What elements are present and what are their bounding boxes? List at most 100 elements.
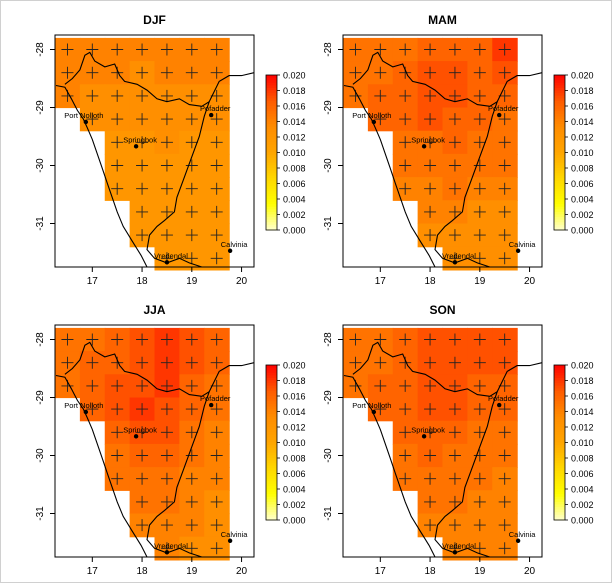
grid-point-marker: [185, 252, 198, 265]
grid-point-marker: [424, 43, 437, 56]
colorbar-segment: [554, 85, 565, 89]
colorbar-segment: [554, 514, 565, 519]
grid-point-marker: [136, 403, 149, 416]
colorbar-segment: [266, 396, 277, 400]
colorbar-segment: [554, 372, 565, 376]
y-tick-label: -29: [35, 100, 46, 115]
colorbar: 0.020 0.018 0.016 0.014 0.012 0.010 0.008 0.006…: [553, 361, 594, 526]
grid-point-marker: [399, 379, 412, 392]
grid-point-marker: [498, 356, 511, 369]
grid-point-marker: [111, 449, 124, 462]
town-label: Pofadder: [200, 394, 231, 403]
grid-point-marker: [86, 66, 99, 79]
grid-point-marker: [498, 426, 511, 439]
grid-point-marker: [160, 472, 173, 485]
colorbar-segment: [554, 489, 565, 493]
colorbar-segment: [554, 170, 565, 174]
colorbar-segment: [266, 162, 277, 167]
y-tick-label: -29: [35, 390, 46, 405]
colorbar-segment: [266, 439, 277, 444]
y-tick-label: -28: [323, 42, 334, 57]
colorbar-segment: [554, 421, 565, 426]
colorbar-segment: [266, 473, 277, 477]
map-panel-mam: MAM Port Nolloth Springbok Pofadder Vredenda…: [323, 13, 594, 287]
coastline: [55, 84, 148, 268]
grid-point-marker: [136, 519, 149, 532]
grid-point-marker: [61, 43, 74, 56]
colorbar-segment: [554, 445, 565, 449]
grid-point-marker: [399, 136, 412, 149]
grid-point-marker: [473, 356, 486, 369]
grid-point-marker: [136, 159, 149, 172]
colorbar-label: 0.012: [283, 423, 306, 433]
colorbar-segment: [554, 206, 565, 210]
colorbar-segment: [554, 144, 565, 148]
colorbar-label: 0.010: [571, 148, 594, 158]
colorbar-segment: [554, 439, 565, 444]
colorbar-segment: [554, 121, 565, 125]
colorbar-segment: [554, 82, 565, 86]
grid-point-marker: [136, 379, 149, 392]
town-marker: [164, 550, 170, 555]
colorbar-segment: [266, 224, 277, 229]
colorbar-segment: [266, 512, 277, 516]
colorbar-label: 0.010: [283, 438, 306, 448]
colorbar-segment: [554, 173, 565, 177]
grid-point-marker: [424, 472, 437, 485]
colorbar-segment: [266, 390, 277, 395]
colorbar-label: 0.000: [571, 516, 594, 526]
grid-point-marker: [86, 403, 99, 416]
colorbar-segment: [554, 388, 565, 392]
colorbar-segment: [266, 501, 277, 506]
grid-point-marker: [399, 333, 412, 346]
grid-point-marker: [86, 379, 99, 392]
grid-point-marker: [210, 519, 223, 532]
colorbar-segment: [554, 124, 565, 128]
grid-point-marker: [473, 426, 486, 439]
colorbar-segment: [266, 486, 277, 490]
town-marker: [227, 248, 233, 253]
panel-title: SON: [429, 303, 455, 317]
grid-point-marker: [448, 333, 461, 346]
colorbar-segment: [266, 398, 277, 402]
grid-point-marker: [374, 89, 387, 102]
colorbar-segment: [554, 204, 565, 208]
colorbar-segment: [266, 191, 277, 195]
colorbar-segment: [266, 108, 277, 112]
colorbar-segment: [266, 80, 277, 84]
x-tick-label: 20: [524, 276, 536, 287]
colorbar-segment: [554, 168, 565, 172]
colorbar-segment: [554, 116, 565, 120]
colorbar-segment: [554, 191, 565, 195]
grid-point-marker: [210, 426, 223, 439]
grid-point-marker: [473, 113, 486, 126]
grid-markers: [61, 43, 223, 265]
colorbar-segment: [266, 465, 277, 469]
colorbar-segment: [554, 80, 565, 84]
colorbar-label: 0.016: [571, 392, 594, 402]
colorbar-segment: [266, 85, 277, 89]
colorbar-segment: [266, 476, 277, 480]
grid-point-marker: [374, 356, 387, 369]
colorbar-segment: [554, 188, 565, 192]
grid-point-marker: [374, 43, 387, 56]
grid-point-marker: [498, 205, 511, 218]
colorbar-segment: [266, 211, 277, 216]
colorbar-segment: [266, 111, 277, 115]
grid-point-marker: [185, 113, 198, 126]
x-tick-label: 17: [375, 276, 387, 287]
grid-point-marker: [136, 229, 149, 242]
town-label: Springbok: [123, 425, 157, 434]
town-label: Calvinia: [509, 530, 537, 539]
colorbar-segment: [554, 406, 565, 410]
grid-point-marker: [448, 66, 461, 79]
colorbar-segment: [554, 504, 565, 508]
colorbar-segment: [554, 224, 565, 229]
x-tick-label: 17: [375, 566, 387, 577]
colorbar-segment: [554, 147, 565, 151]
grid-point-marker: [160, 426, 173, 439]
provincial-border: [434, 391, 498, 558]
colorbar-label: 0.020: [283, 361, 306, 371]
colorbar-segment: [554, 370, 565, 374]
grid-point-marker: [160, 182, 173, 195]
